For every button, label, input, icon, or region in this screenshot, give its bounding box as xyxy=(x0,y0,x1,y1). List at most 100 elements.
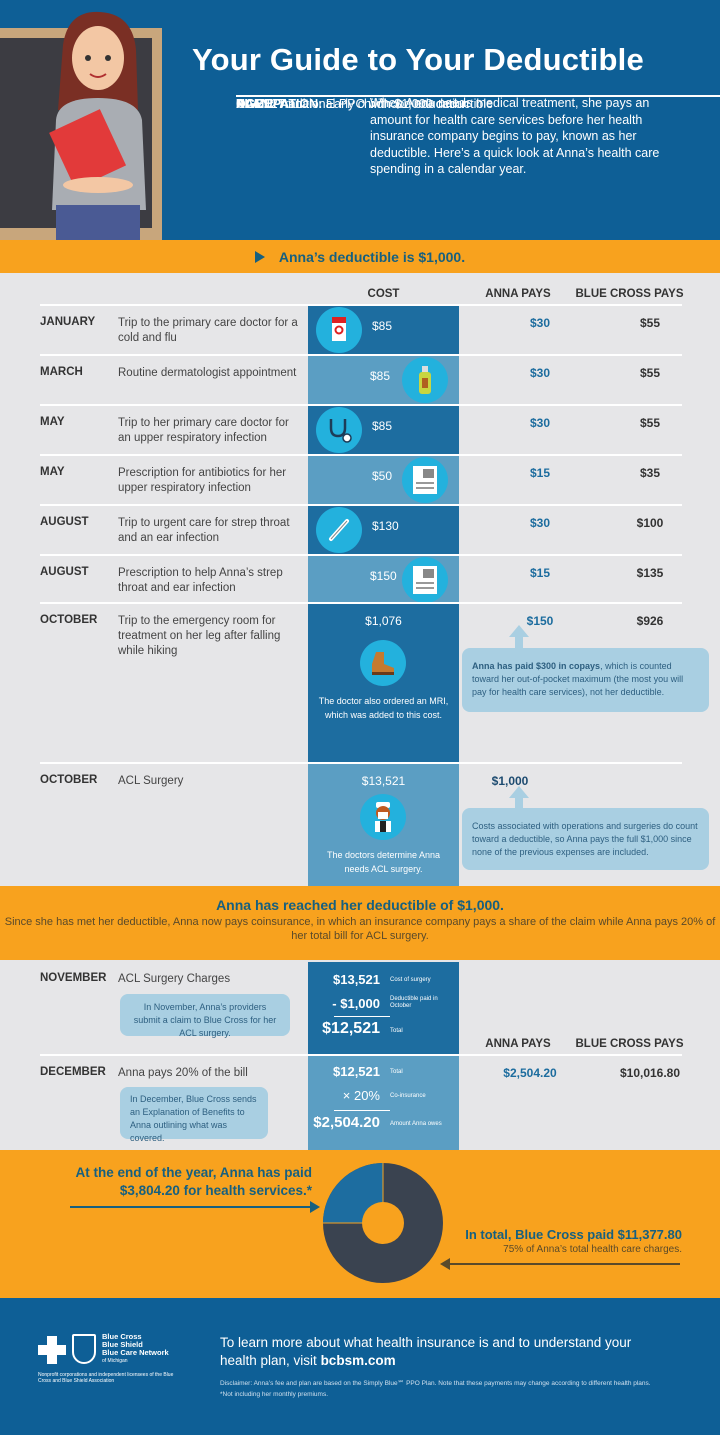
deductible-banner-text: Anna’s deductible is $1,000. xyxy=(278,248,466,265)
table-row: AUGUST Trip to urgent care for strep thr… xyxy=(40,504,682,554)
bc-total-line1: In total, Blue Cross paid $11,377.80 xyxy=(465,1227,682,1242)
footnote-text: *Not including her monthly premiums. xyxy=(220,1391,329,1398)
row-description: Prescription for antibiotics for her upp… xyxy=(118,467,287,494)
row-month: MAY xyxy=(40,416,65,428)
arrow-up-icon xyxy=(509,625,529,637)
brand-line: Blue Care Network xyxy=(102,1348,169,1357)
payment-donut-chart xyxy=(323,1163,443,1283)
row-cost: $50 xyxy=(372,469,393,483)
cost-cell: $85 xyxy=(308,356,459,404)
cta-text: To learn more about what health insuranc… xyxy=(220,1334,640,1370)
prescription-icon xyxy=(402,557,448,603)
calc-amount: × 20% xyxy=(342,1088,380,1103)
bc-total-line2: 75% of Anna’s total health care charges. xyxy=(503,1244,682,1255)
reached-text: Since she has met her deductible, Anna n… xyxy=(4,916,716,942)
row-cost: $150 xyxy=(370,569,397,583)
table-row: MARCH Routine dermatologist appointment … xyxy=(40,354,682,404)
row-month: AUGUST xyxy=(40,516,89,528)
november-calculation: $13,521 Cost of surgery - $1,000 Deducti… xyxy=(308,962,459,1054)
bcbsm-link[interactable]: bcbsm.com xyxy=(320,1353,396,1368)
arrow-line xyxy=(70,1206,310,1208)
reached-headline: Anna has reached her deductible of $1,00… xyxy=(216,897,504,913)
column-header-anna-pays: ANNA PAYS xyxy=(485,1038,551,1050)
copay-callout: Anna has paid $300 in copays, which is c… xyxy=(462,648,709,712)
page-title: Your Guide to Your Deductible xyxy=(192,42,644,77)
brand-line: Blue Cross xyxy=(102,1332,142,1341)
row-anna-pays: $15 xyxy=(529,466,551,480)
plan-label: PLAN: xyxy=(236,97,275,111)
row-description: Trip to her primary care doctor for an u… xyxy=(118,417,289,444)
calc-label: Co-insurance xyxy=(390,1093,426,1099)
thermometer-icon xyxy=(316,507,362,553)
calc-label: Amount Anna owes xyxy=(390,1121,442,1127)
calc-total: $12,521 xyxy=(322,1020,380,1037)
anna-total-line1: At the end of the year, Anna has paid xyxy=(75,1165,312,1180)
brand-line: of Michigan xyxy=(102,1358,128,1364)
row-cost: $1,076 xyxy=(365,614,402,628)
calc-label: Cost of surgery xyxy=(390,977,431,983)
deductible-reached-banner: Anna has reached her deductible of $1,00… xyxy=(0,886,720,960)
table-row-november: NOVEMBER ACL Surgery Charges xyxy=(40,960,682,1054)
footer: Blue Cross Blue Shield Blue Care Network… xyxy=(0,1298,720,1435)
row-anna-pays: $30 xyxy=(529,366,551,380)
brand-subtitle: Nonprofit corporations and independent l… xyxy=(38,1372,174,1384)
age-value: 27 xyxy=(270,97,285,111)
row-blue-cross-pays: $135 xyxy=(636,566,664,580)
name-value: Anna xyxy=(279,97,309,111)
age-label: AGE: xyxy=(236,97,268,111)
row-description: ACL Surgery xyxy=(118,775,184,787)
row-month: OCTOBER xyxy=(40,614,98,626)
row-blue-cross-pays: $55 xyxy=(639,416,661,430)
cta-body: To learn more about what health insuranc… xyxy=(220,1335,632,1368)
table-row-december: DECEMBER Anna pays 20% of the bill $2,50… xyxy=(40,1054,682,1150)
cost-cell: $1,076 The doctor also ordered an MRI, w… xyxy=(308,604,459,762)
hiking-boot-icon xyxy=(360,640,406,686)
row-month: MAY xyxy=(40,466,65,478)
disclaimer: Disclaimer: Anna’s fee and plan are base… xyxy=(220,1378,690,1400)
cost-cell: $150 xyxy=(308,556,459,604)
row-description: Trip to urgent care for strep throat and… xyxy=(118,517,290,544)
lotion-bottle-icon xyxy=(402,357,448,403)
callout-text: , which is counted toward her out-of-poc… xyxy=(472,661,684,697)
cost-cell: $13,521 The doctors determine Anna needs… xyxy=(308,764,459,886)
row-blue-cross-pays: $55 xyxy=(639,316,661,330)
row-month: NOVEMBER xyxy=(40,972,107,984)
row-anna-pays: $150 xyxy=(526,614,554,628)
callout-arrow xyxy=(515,796,523,812)
calc-label: Deductible paid in October xyxy=(390,996,438,1009)
row-description: ACL Surgery Charges xyxy=(118,973,231,985)
row-cost: $85 xyxy=(372,419,393,433)
doctor-icon xyxy=(360,794,406,840)
cost-cell: $50 xyxy=(308,456,459,504)
play-arrow-icon xyxy=(254,250,265,263)
cost-note: The doctor also ordered an MRI, which wa… xyxy=(318,696,449,720)
column-header-blue-cross-pays: BLUE CROSS PAYS xyxy=(575,1038,684,1050)
table-row: OCTOBER ACL Surgery $1,000 xyxy=(40,762,682,886)
table-row: AUGUST Prescription to help Anna’s strep… xyxy=(40,554,682,602)
brand-name: Blue Cross Blue Shield Blue Care Network… xyxy=(102,1333,169,1365)
prescription-icon xyxy=(402,457,448,503)
row-blue-cross-pays: $55 xyxy=(639,366,661,380)
row-description: Trip to the emergency room for treatment… xyxy=(118,615,281,657)
cost-cell: $130 xyxy=(308,506,459,554)
blue-shield-logo-icon xyxy=(72,1334,96,1364)
calc-label: Total xyxy=(390,1028,403,1034)
row-anna-pays: $30 xyxy=(529,516,551,530)
arrow-right-icon xyxy=(310,1201,320,1213)
row-cost: $13,521 xyxy=(361,774,406,788)
calc-label: Total xyxy=(390,1069,403,1075)
calc-amount: $13,521 xyxy=(333,972,380,987)
row-anna-pays: $30 xyxy=(529,416,551,430)
row-description: Prescription to help Anna’s strep throat… xyxy=(118,567,283,594)
arrow-left-icon xyxy=(440,1258,450,1270)
december-note: In December, Blue Cross sends an Explana… xyxy=(120,1087,268,1143)
arrow-up-icon xyxy=(509,786,529,798)
row-month: OCTOBER xyxy=(40,774,98,786)
calc-total: $2,504.20 xyxy=(313,1114,380,1131)
row-month: JANUARY xyxy=(40,316,96,328)
calc-amount: $12,521 xyxy=(333,1064,380,1079)
column-header-anna-pays: ANNA PAYS xyxy=(485,288,551,300)
divider xyxy=(334,1110,390,1111)
occupation-label: OCCUPATION: xyxy=(236,97,323,111)
callout-bold: Anna has paid $300 in copays xyxy=(472,661,601,671)
